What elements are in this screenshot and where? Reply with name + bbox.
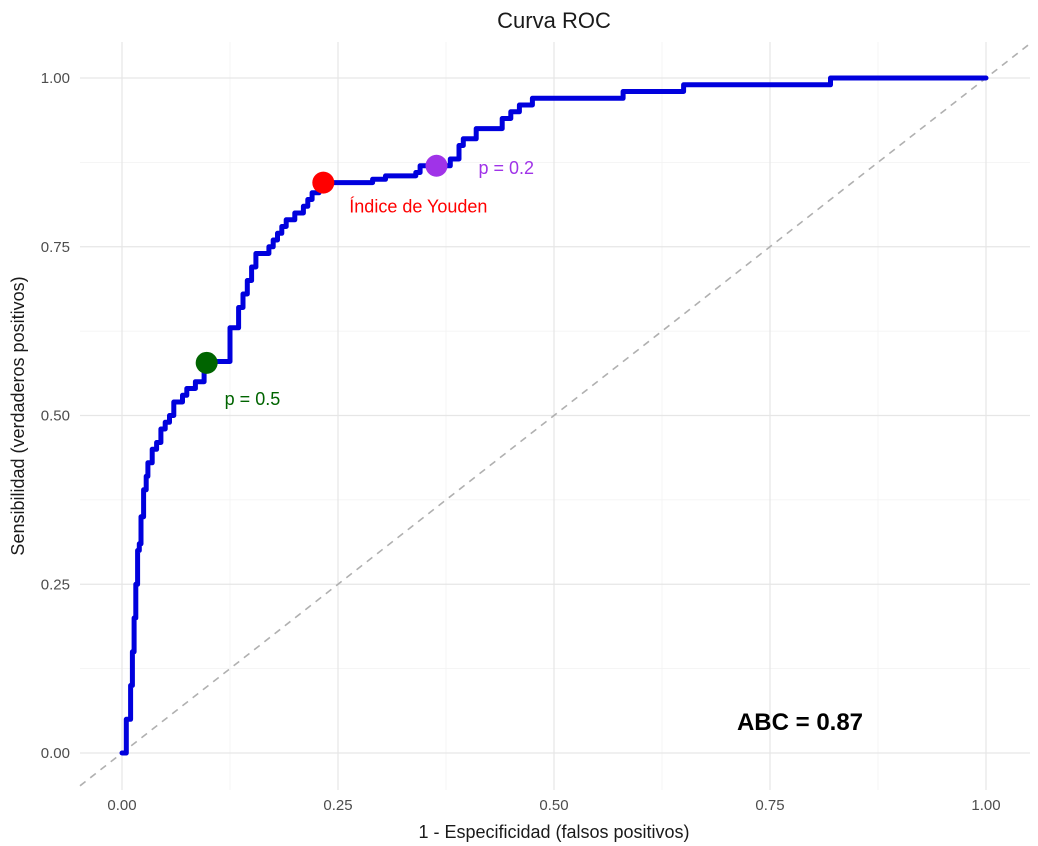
x-tick-label: 0.50 (539, 797, 568, 814)
y-axis-title: Sensibilidad (verdaderos positivos) (8, 276, 28, 555)
x-tick-label: 0.00 (107, 797, 136, 814)
grid (80, 42, 1030, 790)
x-axis-title: 1 - Especificidad (falsos positivos) (418, 822, 689, 842)
threshold-point-label: p = 0.5 (225, 389, 281, 409)
threshold-point-marker (312, 171, 335, 194)
x-tick-label: 1.00 (971, 797, 1000, 814)
threshold-point-marker (195, 351, 218, 374)
roc-curve (119, 75, 989, 756)
y-tick-label: 0.75 (41, 239, 70, 256)
tick-labels: 0.00 0.25 0.50 0.75 1.00 0.00 0.25 0.50 0.75 1.00 (41, 70, 1001, 814)
reference-diagonal (79, 42, 1031, 787)
roc-curve-line (119, 75, 989, 756)
reference-line (79, 42, 1031, 787)
x-tick-label: 0.25 (323, 797, 352, 814)
y-tick-label: 1.00 (41, 70, 70, 87)
threshold-point-label: p = 0.2 (478, 158, 534, 178)
y-tick-label: 0.25 (41, 576, 70, 593)
auc-annotation: ABC = 0.87 (737, 709, 863, 736)
chart-title: Curva ROC (497, 8, 611, 33)
x-tick-label: 0.75 (755, 797, 784, 814)
threshold-points: p = 0.5 Índice de Youden p = 0.2 (195, 154, 534, 409)
threshold-point-label: Índice de Youden (349, 197, 487, 217)
y-tick-label: 0.50 (41, 408, 70, 425)
y-tick-label: 0.00 (41, 745, 70, 762)
threshold-point-marker (425, 154, 448, 177)
